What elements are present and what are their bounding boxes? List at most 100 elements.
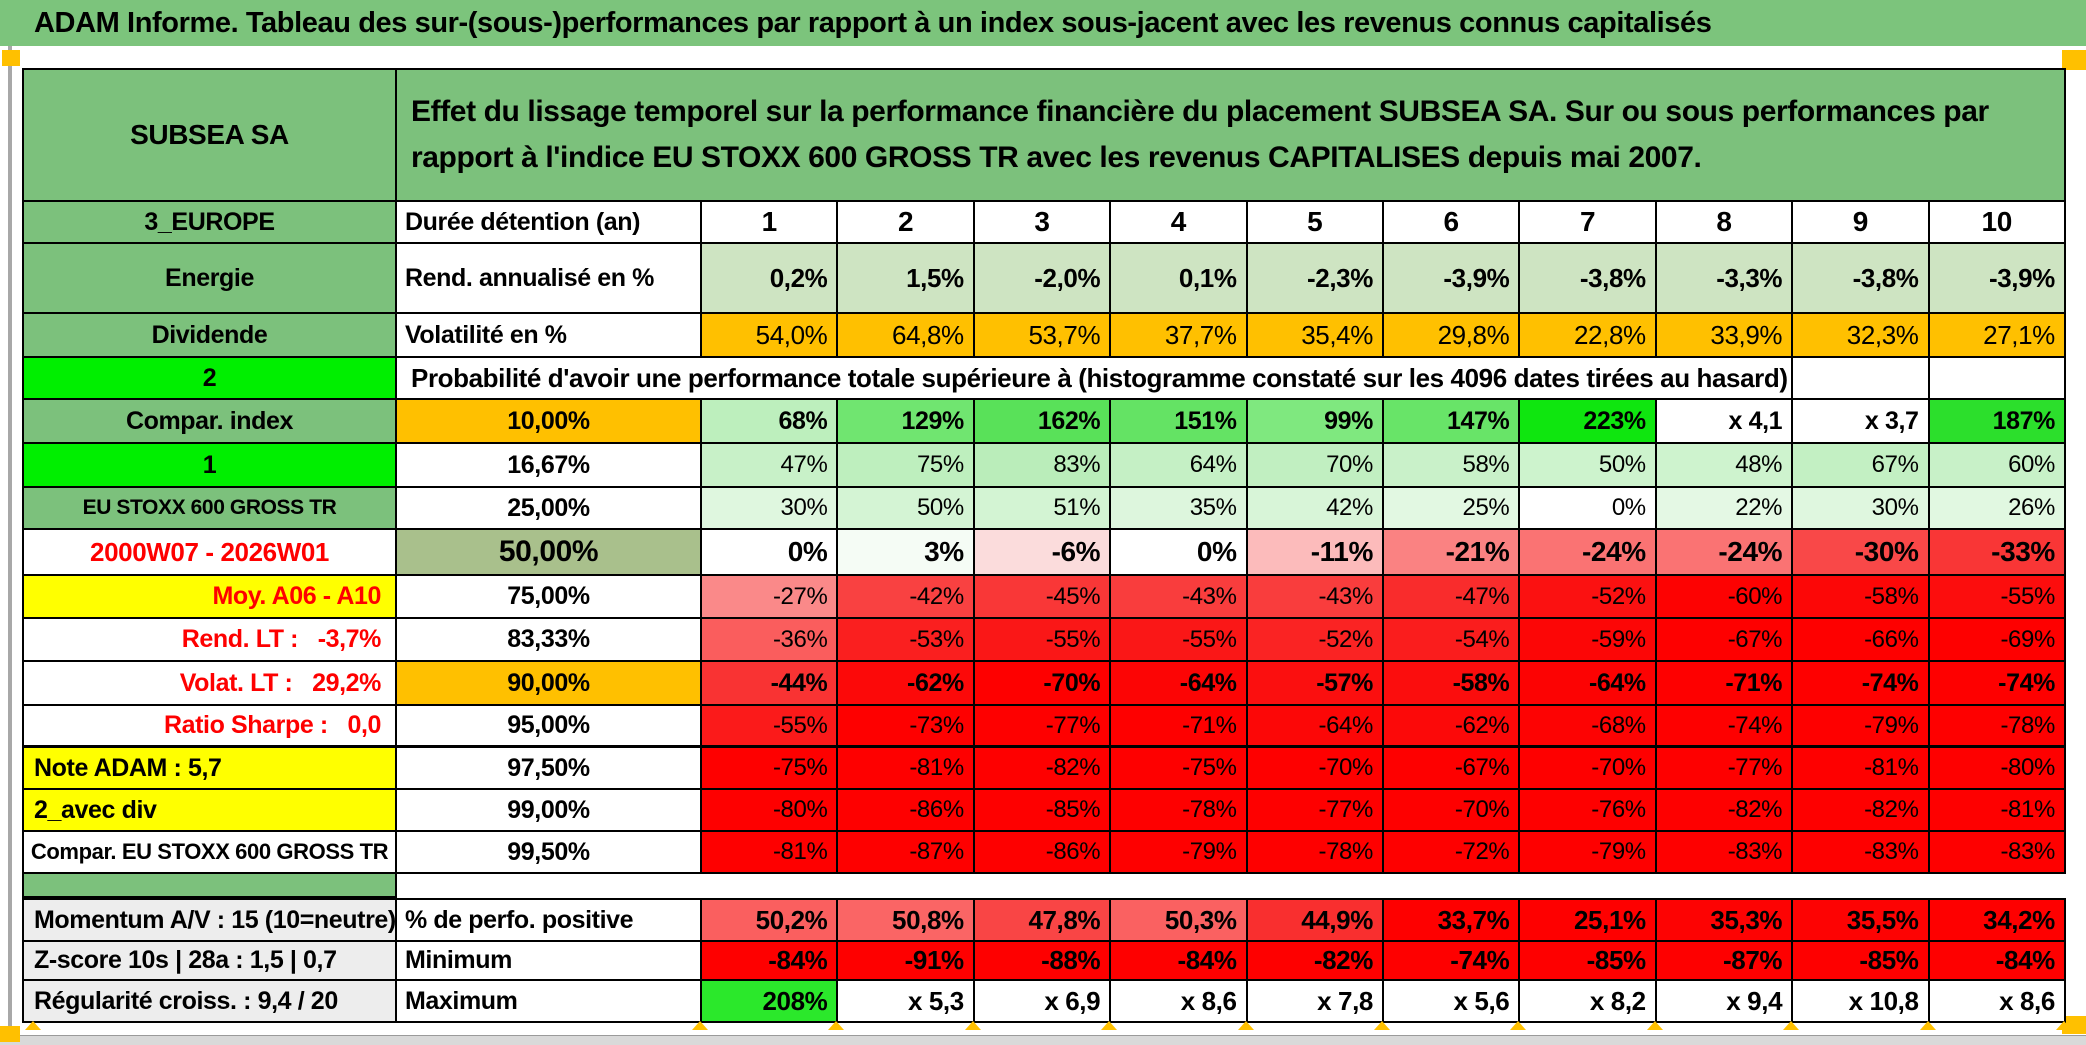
value-cell[interactable]: -67% (1383, 747, 1521, 790)
value-cell[interactable] (1929, 358, 2066, 400)
metric-cell[interactable]: 83,33% (397, 619, 702, 662)
value-cell[interactable]: 33,9% (1656, 314, 1794, 358)
value-cell[interactable]: 26% (1929, 488, 2066, 530)
row-label-cell[interactable]: 2_avec div (24, 790, 397, 832)
value-cell[interactable]: 0,2% (702, 244, 839, 314)
value-cell[interactable]: -3,3% (1656, 244, 1794, 314)
value-cell[interactable]: -66% (1793, 619, 1930, 662)
value-cell[interactable]: 68% (702, 400, 839, 444)
value-cell[interactable]: x 9,4 (1656, 981, 1794, 1023)
value-cell[interactable]: -88% (974, 942, 1112, 981)
value-cell[interactable]: -54% (1383, 619, 1521, 662)
value-cell[interactable]: -2,0% (974, 244, 1112, 314)
value-cell[interactable]: -83% (1793, 832, 1930, 874)
value-cell[interactable]: 1 (702, 202, 839, 244)
value-cell[interactable]: -3,9% (1383, 244, 1521, 314)
value-cell[interactable]: 0% (1520, 488, 1657, 530)
value-cell[interactable]: 10 (1929, 202, 2066, 244)
value-cell[interactable]: 4 (1111, 202, 1248, 244)
metric-cell[interactable]: Rend. annualisé en % (397, 244, 702, 314)
row-label-cell[interactable]: Moy. A06 - A10 (24, 576, 397, 619)
value-cell[interactable]: -33% (1929, 530, 2066, 576)
value-cell[interactable]: -74% (1929, 662, 2066, 706)
value-cell[interactable]: -52% (1247, 619, 1384, 662)
row-label-cell[interactable]: Rend. LT : -3,7% (24, 619, 397, 662)
value-cell[interactable]: 151% (1111, 400, 1248, 444)
metric-cell[interactable]: % de perfo. positive (397, 898, 702, 942)
value-cell[interactable]: -53% (838, 619, 975, 662)
row-label-cell[interactable]: Note ADAM : 5,7 (24, 747, 397, 790)
value-cell[interactable]: -62% (1383, 706, 1521, 747)
metric-cell[interactable]: 95,00% (397, 706, 702, 747)
value-cell[interactable]: -55% (1111, 619, 1248, 662)
value-cell[interactable]: -58% (1793, 576, 1930, 619)
value-cell[interactable]: -70% (1247, 747, 1384, 790)
value-cell[interactable]: 32,3% (1793, 314, 1930, 358)
value-cell[interactable]: -55% (974, 619, 1112, 662)
value-cell[interactable]: 30% (702, 488, 839, 530)
value-cell[interactable]: 83% (974, 444, 1112, 488)
value-cell[interactable]: -43% (1247, 576, 1384, 619)
metric-cell[interactable]: 75,00% (397, 576, 702, 619)
value-cell[interactable]: -82% (974, 747, 1112, 790)
value-cell[interactable]: 47% (702, 444, 839, 488)
value-cell[interactable]: -30% (1793, 530, 1930, 576)
value-cell[interactable]: x 5,3 (838, 981, 975, 1023)
value-cell[interactable]: 223% (1520, 400, 1657, 444)
value-cell[interactable]: 147% (1383, 400, 1521, 444)
value-cell[interactable]: -59% (1520, 619, 1657, 662)
value-cell[interactable]: -68% (1520, 706, 1657, 747)
row-label-cell[interactable]: Ratio Sharpe : 0,0 (24, 706, 397, 747)
value-cell[interactable]: -84% (702, 942, 839, 981)
value-cell[interactable]: -64% (1247, 706, 1384, 747)
value-cell[interactable]: -72% (1383, 832, 1521, 874)
value-cell[interactable]: -24% (1656, 530, 1794, 576)
value-cell[interactable]: 29,8% (1383, 314, 1521, 358)
value-cell[interactable]: 35% (1111, 488, 1248, 530)
value-cell[interactable]: -67% (1656, 619, 1794, 662)
value-cell[interactable]: 27,1% (1929, 314, 2066, 358)
value-cell[interactable]: 53,7% (974, 314, 1112, 358)
value-cell[interactable]: -69% (1929, 619, 2066, 662)
value-cell[interactable]: 33,7% (1383, 898, 1521, 942)
value-cell[interactable]: -6% (974, 530, 1112, 576)
row-label-cell[interactable]: 2 (24, 358, 397, 400)
value-cell[interactable]: -77% (1656, 747, 1794, 790)
value-cell[interactable]: -78% (1111, 790, 1248, 832)
value-cell[interactable]: -73% (838, 706, 975, 747)
value-cell[interactable]: 25% (1383, 488, 1521, 530)
value-cell[interactable]: -85% (1520, 942, 1657, 981)
value-cell[interactable]: -84% (1111, 942, 1248, 981)
row-label-cell[interactable]: Régularité croiss. : 9,4 / 20 (24, 981, 397, 1023)
value-cell[interactable]: -3,9% (1929, 244, 2066, 314)
value-cell[interactable]: x 6,9 (974, 981, 1112, 1023)
window-bottom-bar[interactable] (0, 1035, 2086, 1045)
value-cell[interactable]: -80% (702, 790, 839, 832)
metric-cell[interactable]: Maximum (397, 981, 702, 1023)
value-cell[interactable]: x 5,6 (1383, 981, 1521, 1023)
value-cell[interactable]: 22,8% (1520, 314, 1657, 358)
value-cell[interactable]: -21% (1383, 530, 1521, 576)
value-cell[interactable]: 9 (1793, 202, 1930, 244)
value-cell[interactable]: 35,4% (1247, 314, 1384, 358)
value-cell[interactable] (1793, 358, 1930, 400)
value-cell[interactable]: 5 (1247, 202, 1384, 244)
value-cell[interactable]: 208% (702, 981, 839, 1023)
value-cell[interactable]: -58% (1383, 662, 1521, 706)
value-cell[interactable]: -45% (974, 576, 1112, 619)
value-cell[interactable]: -64% (1111, 662, 1248, 706)
row-label-cell[interactable]: 3_EUROPE (24, 202, 397, 244)
value-cell[interactable]: -43% (1111, 576, 1248, 619)
value-cell[interactable]: 64% (1111, 444, 1248, 488)
value-cell[interactable]: 99% (1247, 400, 1384, 444)
value-cell[interactable]: x 7,8 (1247, 981, 1384, 1023)
value-cell[interactable]: 47,8% (974, 898, 1112, 942)
metric-cell[interactable]: 16,67% (397, 444, 702, 488)
value-cell[interactable]: x 3,7 (1793, 400, 1930, 444)
value-cell[interactable]: -77% (1247, 790, 1384, 832)
value-cell[interactable]: -76% (1520, 790, 1657, 832)
value-cell[interactable]: 51% (974, 488, 1112, 530)
value-cell[interactable]: -91% (838, 942, 975, 981)
value-cell[interactable]: 35,5% (1793, 898, 1930, 942)
value-cell[interactable]: -78% (1247, 832, 1384, 874)
